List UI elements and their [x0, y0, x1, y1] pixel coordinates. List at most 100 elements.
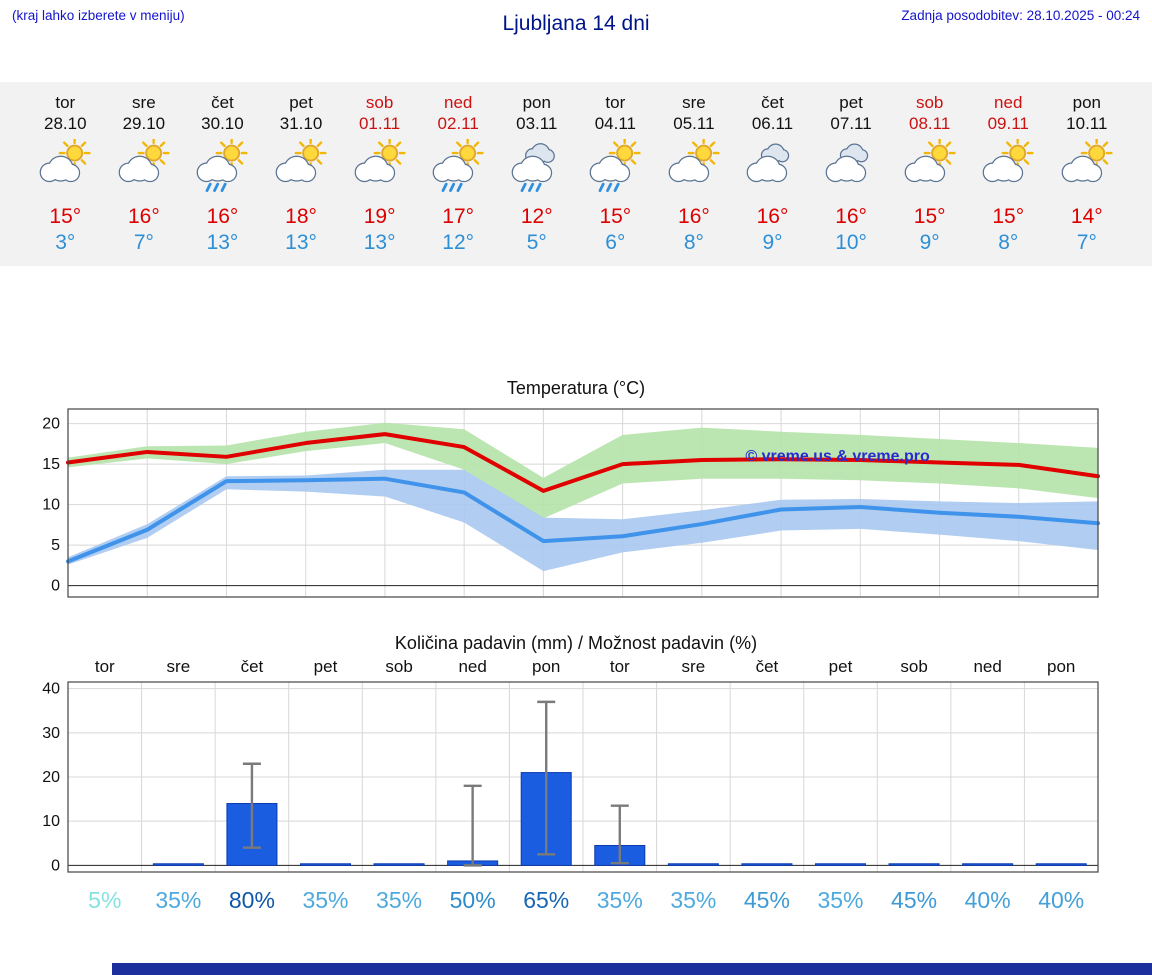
- day-date: 05.11: [673, 114, 715, 133]
- day-label: pet: [829, 657, 853, 676]
- sun-cloud-icon: [354, 137, 406, 183]
- min-temperature: 13°: [363, 231, 396, 254]
- forecast-day-column[interactable]: pet 31.10 18° 13°: [262, 92, 341, 256]
- day-name: pet: [289, 93, 313, 112]
- min-temperature-line: [66, 476, 1100, 564]
- day-date: 28.10: [44, 114, 87, 133]
- min-range-band: [68, 469, 1098, 572]
- min-temperature: 12°: [442, 231, 475, 254]
- sun-cloud-rain-icon: [589, 137, 641, 192]
- day-label: ned: [458, 657, 486, 676]
- day-date: 07.11: [830, 114, 872, 133]
- error-bar: [610, 804, 629, 865]
- y-tick-label: 20: [42, 769, 60, 786]
- last-update: Zadnja posodobitev: 28.10.2025 - 00:24: [901, 8, 1140, 23]
- day-label: pet: [314, 657, 338, 676]
- y-tick-label: 40: [42, 681, 60, 698]
- day-date: 31.10: [279, 114, 323, 133]
- error-bar: [463, 784, 482, 867]
- day-name: tor: [605, 93, 626, 112]
- precip-bar: [962, 863, 1014, 866]
- day-name: ned: [994, 93, 1023, 112]
- precip-probability: 40%: [965, 887, 1011, 913]
- min-temperature: 13°: [285, 231, 317, 254]
- forecast-day-column[interactable]: ned 09.11 15° 8°: [969, 92, 1048, 256]
- forecast-day-column[interactable]: pet 07.11 16° 10°: [812, 92, 891, 256]
- precip-probability: 65%: [523, 887, 569, 913]
- forecast-day-column[interactable]: tor 28.10 15° 3°: [26, 92, 105, 256]
- day-date: 06.11: [751, 114, 794, 133]
- precip-probability: 45%: [891, 887, 937, 913]
- precip-probability: 50%: [450, 887, 496, 913]
- y-tick-label: 30: [42, 725, 60, 742]
- day-date: 10.11: [1066, 114, 1108, 133]
- forecast-day-column[interactable]: sre 29.10 16° 7°: [105, 92, 184, 256]
- day-date: 30.10: [201, 114, 244, 133]
- max-temperature: 19°: [363, 205, 396, 228]
- min-temperature: 7°: [1076, 231, 1097, 254]
- day-label: tor: [95, 657, 115, 676]
- day-label: sob: [900, 657, 927, 676]
- forecast-day-column[interactable]: čet 30.10 16° 13°: [183, 92, 262, 256]
- day-name: sob: [915, 93, 944, 112]
- max-temperature: 16°: [127, 205, 160, 228]
- day-label: pon: [1047, 657, 1075, 676]
- sun-cloud-icon: [668, 137, 720, 183]
- max-temperature: 14°: [1070, 205, 1103, 228]
- error-bar: [537, 700, 556, 856]
- y-tick-label: 20: [42, 416, 60, 433]
- min-temperature: 3°: [55, 231, 76, 254]
- max-temperature: 12°: [520, 205, 553, 228]
- min-temperature: 5°: [526, 231, 547, 254]
- day-label: sob: [385, 657, 412, 676]
- precipitation-chart: tor sre čet pet sob ned pon tor sre čet pet sob ned p…: [42, 657, 1099, 913]
- precip-bar: [814, 863, 867, 866]
- forecast-day-column[interactable]: čet 06.11 16° 9°: [733, 92, 812, 256]
- temperature-chart-title: Temperatura (°C): [506, 378, 646, 398]
- weather-icon: [419, 137, 498, 197]
- weather-icon: [340, 137, 419, 197]
- day-name: pet: [839, 93, 863, 112]
- max-temperature-line: [66, 432, 1100, 493]
- day-name: tor: [55, 93, 76, 112]
- forecast-day-column[interactable]: sob 01.11 19° 13°: [340, 92, 419, 256]
- weather-icon: [262, 137, 341, 197]
- precip-bar: [152, 863, 204, 866]
- day-date: 29.10: [122, 114, 166, 133]
- sun-cloud-icon: [982, 137, 1034, 183]
- precip-bar: [299, 863, 352, 866]
- day-date: 02.11: [437, 114, 479, 133]
- forecast-day-column[interactable]: pon 03.11 12° 5°: [497, 92, 576, 256]
- precip-bar: [373, 863, 425, 866]
- sun-cloud-icon: [275, 137, 327, 183]
- forecast-day-column[interactable]: ned 02.11 17° 12°: [419, 92, 498, 256]
- footer-bar: [112, 963, 1152, 975]
- day-date: 08.11: [909, 114, 951, 133]
- min-temperature: 9°: [762, 231, 783, 254]
- forecast-day-column[interactable]: tor 04.11 15° 6°: [576, 92, 655, 256]
- min-temperature: 6°: [605, 231, 626, 254]
- day-name: sre: [132, 93, 156, 112]
- forecast-day-column[interactable]: pon 10.11 14° 7°: [1048, 92, 1127, 256]
- weather-icon: [576, 137, 655, 197]
- precipitation-chart-title: Količina padavin (mm) / Možnost padavin …: [394, 633, 758, 653]
- max-temperature: 15°: [913, 205, 946, 228]
- clouds-icon: [825, 143, 869, 183]
- sun-cloud-rain-icon: [432, 137, 484, 192]
- day-name: čet: [761, 93, 784, 112]
- y-tick-label: 15: [42, 456, 60, 473]
- day-label: tor: [610, 657, 630, 676]
- precip-probability: 5%: [88, 887, 121, 913]
- temperature-chart: 0 5 10 15 20 © vreme.us & vreme.pro: [42, 408, 1100, 598]
- day-name: čet: [211, 93, 234, 112]
- day-name: sob: [365, 93, 394, 112]
- sun-cloud-icon: [118, 137, 170, 183]
- sun-cloud-icon: [1061, 137, 1113, 183]
- weather-icon: [1048, 137, 1127, 197]
- forecast-day-column[interactable]: sre 05.11 16° 8°: [655, 92, 734, 256]
- day-date: 03.11: [516, 114, 558, 133]
- max-temperature: 16°: [206, 205, 239, 228]
- day-label: sre: [682, 657, 706, 676]
- max-temperature: 16°: [678, 205, 710, 228]
- forecast-day-column[interactable]: sob 08.11 15° 9°: [890, 92, 969, 256]
